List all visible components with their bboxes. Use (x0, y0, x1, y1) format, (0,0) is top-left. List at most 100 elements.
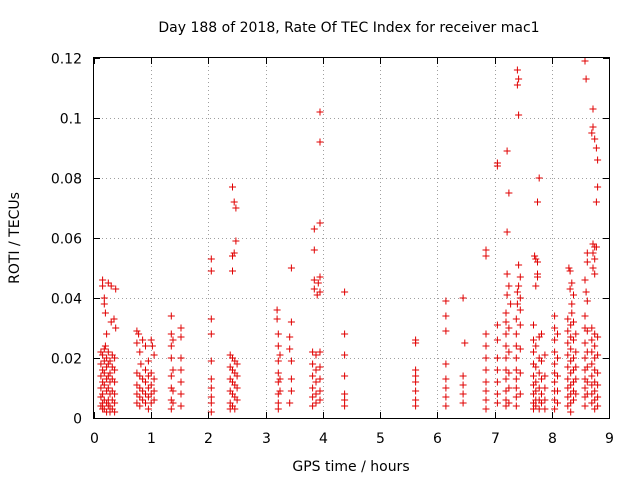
data-point (142, 366, 149, 374)
data-point (568, 279, 576, 287)
data-point (111, 354, 119, 362)
data-point (177, 378, 185, 386)
data-point (530, 348, 537, 356)
data-point (594, 183, 602, 191)
data-point (541, 396, 549, 404)
x-tick-label: 8 (548, 431, 557, 447)
data-point (591, 135, 599, 143)
data-point (136, 348, 144, 356)
data-point (273, 306, 281, 314)
data-point (572, 375, 580, 383)
data-point (493, 366, 501, 374)
data-point (232, 237, 240, 245)
data-point (177, 366, 185, 374)
data-point (554, 330, 561, 338)
data-point (316, 387, 324, 395)
data-point (177, 333, 185, 341)
data-point (591, 387, 599, 395)
data-point (515, 75, 523, 83)
data-point (513, 81, 521, 89)
data-point (482, 252, 490, 260)
data-point (274, 378, 282, 386)
data-point (530, 372, 537, 380)
data-point (459, 399, 467, 407)
data-point (588, 390, 596, 398)
data-point (231, 405, 239, 413)
x-tick-label: 1 (147, 431, 156, 447)
data-point (502, 375, 510, 383)
data-point (564, 402, 572, 410)
data-point (541, 372, 549, 380)
data-point (541, 351, 549, 359)
data-point (503, 291, 511, 299)
data-point (583, 327, 591, 335)
data-point (538, 357, 545, 365)
data-point (507, 300, 515, 308)
data-point (287, 375, 295, 383)
data-point (583, 363, 591, 371)
data-point (233, 384, 241, 392)
data-point (167, 312, 175, 320)
data-point (207, 255, 215, 263)
data-point (505, 324, 513, 332)
data-point (515, 261, 523, 269)
data-point (583, 258, 591, 266)
data-point (103, 354, 111, 362)
data-point (177, 402, 185, 410)
data-point (287, 387, 295, 395)
data-point (99, 390, 107, 398)
data-point (309, 348, 317, 356)
data-point (592, 144, 600, 152)
data-point (276, 351, 284, 359)
data-point (316, 219, 324, 227)
data-point (312, 366, 320, 374)
data-point (538, 399, 545, 407)
data-point (101, 342, 109, 350)
data-point (147, 336, 155, 344)
data-point (309, 372, 317, 380)
data-point (459, 372, 467, 380)
data-point (582, 288, 590, 296)
data-point (133, 399, 141, 407)
data-point (133, 369, 141, 377)
data-point (503, 270, 511, 278)
data-point (150, 375, 158, 383)
data-point (591, 396, 599, 404)
data-point (589, 105, 597, 113)
data-point (274, 405, 282, 413)
data-point (111, 390, 119, 398)
data-point (99, 366, 107, 374)
data-point (482, 246, 490, 254)
data-point (583, 297, 591, 305)
data-point (554, 399, 561, 407)
data-point (100, 381, 108, 389)
data-point (568, 309, 576, 317)
data-point (167, 354, 175, 362)
data-point (588, 348, 596, 356)
data-point (97, 393, 105, 401)
data-point (513, 288, 521, 296)
data-point (139, 387, 147, 395)
data-point (341, 402, 349, 410)
data-point (137, 360, 145, 368)
data-point (502, 330, 510, 338)
chart-title: Day 188 of 2018, Rate Of TEC Index for r… (158, 20, 539, 36)
data-point (97, 372, 105, 380)
data-point (150, 396, 158, 404)
data-point (503, 147, 511, 155)
data-point (482, 354, 490, 362)
data-point (442, 312, 450, 320)
data-point (233, 396, 241, 404)
data-point (100, 294, 108, 302)
data-point (534, 258, 541, 266)
data-point (541, 405, 549, 413)
data-point (532, 402, 540, 410)
data-point (513, 300, 521, 308)
data-point (100, 300, 108, 308)
data-point (493, 162, 501, 170)
data-point (111, 366, 119, 374)
data-point (341, 396, 349, 404)
data-point (167, 384, 175, 392)
data-point (591, 378, 599, 386)
